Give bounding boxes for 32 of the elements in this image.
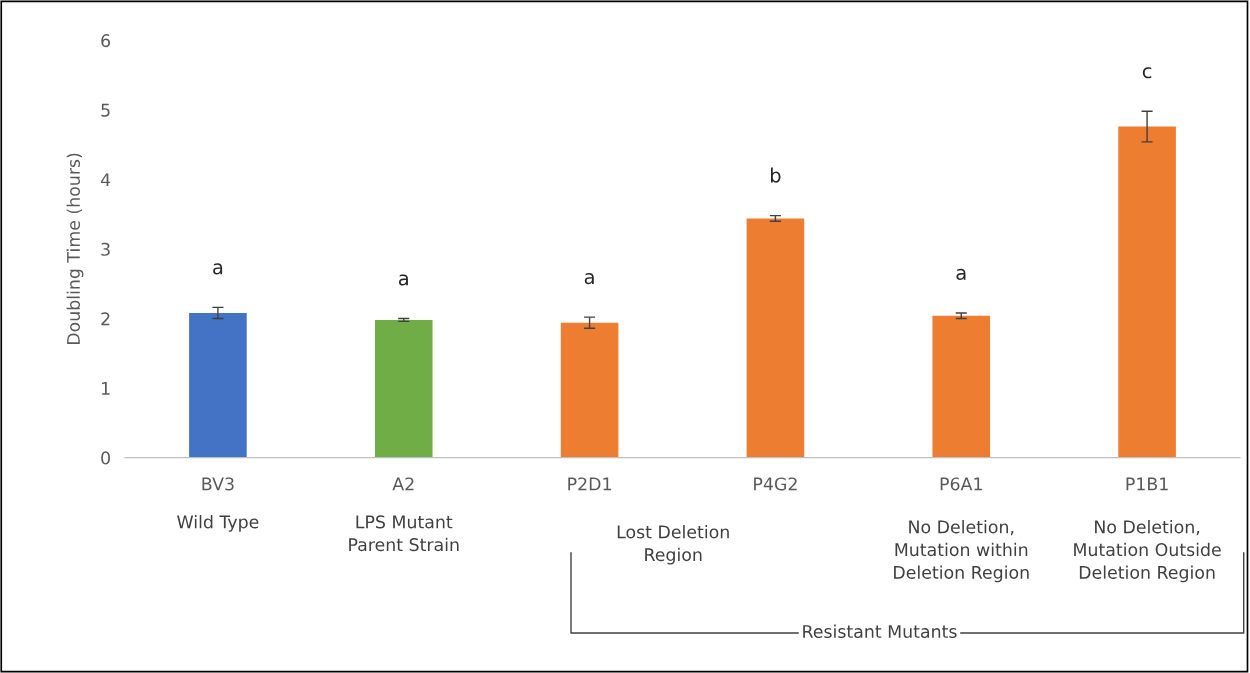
text: Wild Type xyxy=(177,515,259,532)
x-tick-label: P4G2 xyxy=(754,477,797,491)
text: LPS Mutant Parent Strain xyxy=(349,515,459,552)
y-tick-label: 6 xyxy=(101,34,111,48)
y-tick-label: 4 xyxy=(100,173,111,187)
annotation: a xyxy=(213,263,223,275)
annotation: a xyxy=(584,273,594,285)
y-tick-label: 2 xyxy=(101,312,110,326)
annotation: c xyxy=(1142,67,1152,79)
annotation: a xyxy=(956,268,966,281)
y-tick-label: 0 xyxy=(101,451,110,465)
y-tick-label: 3 xyxy=(101,242,110,256)
text: No Deletion, Mutation within Deletion Region xyxy=(894,520,1029,583)
annotation: a xyxy=(398,274,408,286)
x-tick-label: P1B1 xyxy=(1126,477,1168,491)
text: Resistant Mutants xyxy=(803,624,957,639)
bar xyxy=(746,218,805,458)
x-tick-label: P6A1 xyxy=(940,477,982,491)
y-tick-label: 5 xyxy=(101,103,110,117)
bar xyxy=(1118,126,1176,458)
x-tick-label: A2 xyxy=(392,477,414,491)
x-tick-label: P2D1 xyxy=(568,477,611,491)
text: No Deletion, Mutation Outside Deletion Region xyxy=(1074,520,1221,583)
bar xyxy=(374,319,433,458)
bar xyxy=(932,315,991,458)
annotation: b xyxy=(771,167,781,183)
text: Lost Deletion Region xyxy=(617,525,729,565)
bar xyxy=(189,312,247,458)
bar xyxy=(560,322,619,458)
y-tick-label: 1 xyxy=(101,382,110,395)
y-axis-title: Doubling Time (hours) xyxy=(66,153,84,345)
x-tick-label: BV3 xyxy=(202,477,234,491)
